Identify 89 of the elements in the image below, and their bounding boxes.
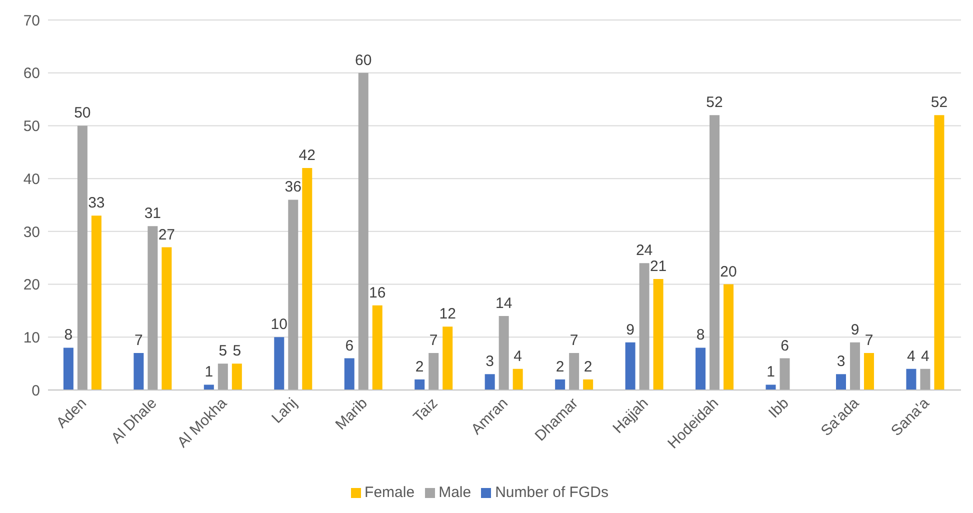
data-label: 12 [439,306,456,323]
x-tick-label: Taiz [410,394,442,426]
bar [91,216,102,390]
bar [864,353,874,390]
bar [906,368,916,390]
bar [836,374,846,390]
data-label: 6 [780,337,789,354]
data-label: 1 [766,364,775,381]
bar [512,368,523,390]
data-label: 42 [298,147,316,164]
bar [484,374,495,390]
data-label: 1 [204,364,214,381]
data-label: 31 [144,205,162,222]
bar [920,368,930,390]
bar [232,364,242,390]
y-tick-label: 50 [23,118,40,136]
data-label: 5 [218,342,228,360]
data-label: 21 [650,258,667,275]
data-label: 33 [88,194,105,212]
y-tick-label: 20 [23,276,40,294]
data-label: 60 [355,52,372,69]
bar [724,284,734,390]
y-tick-label: 30 [23,224,40,241]
bar [583,379,594,390]
bar [414,379,425,390]
bar [555,379,566,390]
bar [134,353,144,390]
data-label: 20 [720,263,737,280]
data-label: 7 [134,332,143,349]
y-tick-label: 10 [23,329,40,346]
bar [77,126,88,390]
bar [344,358,354,390]
legend-label: Number of FGDs [495,484,608,501]
y-tick-label: 70 [23,12,40,30]
data-label: 4 [907,348,916,365]
bar [934,115,944,390]
bar [428,353,439,390]
data-label: 9 [850,321,860,338]
y-tick-label: 40 [23,170,40,188]
bar [288,200,298,390]
bar [710,115,720,390]
data-label: 2 [556,358,564,376]
bar [498,316,509,390]
data-label: 9 [626,321,634,338]
data-label: 52 [930,94,948,112]
data-label: 24 [636,242,653,260]
data-label: 2 [584,358,592,376]
bar [218,364,228,390]
bar [569,353,580,390]
bar [372,305,382,390]
data-label: 3 [836,353,846,370]
data-label: 52 [706,94,723,112]
data-label: 5 [232,342,242,360]
bar [442,326,453,390]
bar [302,168,312,390]
bar [639,263,650,390]
data-label: 6 [345,337,354,354]
legend-label: Female [364,484,415,501]
data-label: 4 [514,348,522,365]
bar [766,384,776,390]
data-label: 7 [864,332,874,349]
data-label: 10 [270,316,288,334]
bar [148,226,158,390]
data-label: 36 [284,178,302,196]
bar [780,358,790,390]
data-label: 8 [696,326,705,344]
legend-label: Male [438,484,472,501]
bar [162,247,172,390]
bar [63,348,74,390]
y-tick-label: 0 [32,382,40,400]
data-label: 2 [415,358,424,376]
data-label: 7 [429,332,438,349]
bar [653,279,664,390]
data-label: 4 [921,348,930,365]
bar [358,72,368,390]
data-label: 27 [158,226,176,244]
bar [625,342,636,390]
x-tick-label: Ibb [765,394,792,422]
data-label: 3 [486,353,494,370]
bar [850,342,860,390]
data-label: 16 [369,284,386,302]
bar [696,348,706,390]
data-label: 50 [74,104,91,122]
y-tick-label: 60 [23,65,40,82]
data-label: 14 [495,295,512,312]
data-label: 8 [64,326,73,344]
bar [204,384,214,390]
bar [274,337,284,390]
data-label: 7 [570,332,578,349]
